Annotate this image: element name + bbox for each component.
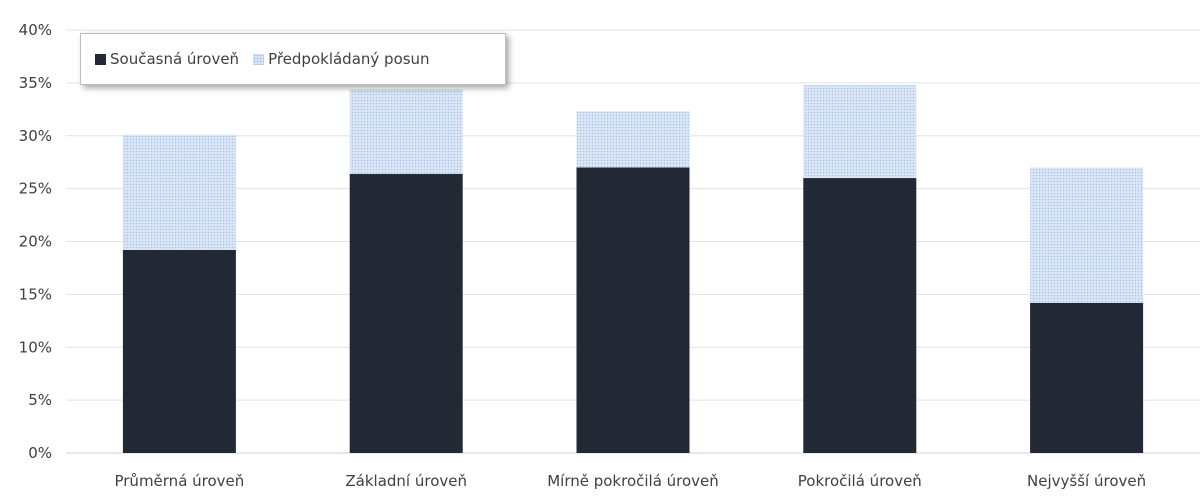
y-tick-label: 30% (19, 127, 52, 145)
y-tick-label: 35% (19, 74, 52, 92)
x-category-label: Průměrná úroveň (114, 472, 244, 490)
y-tick-label: 25% (19, 180, 52, 198)
bar-expected-shift (122, 134, 236, 250)
bar-current-level (1030, 302, 1144, 453)
legend-item-shift: Předpokládaný posun (253, 50, 430, 68)
bar-current-level (576, 167, 690, 453)
y-tick-label: 20% (19, 233, 52, 251)
y-tick-label: 0% (28, 444, 52, 462)
bar-current-level (122, 249, 236, 453)
y-tick-label: 5% (28, 391, 52, 409)
legend-swatch-current (95, 53, 106, 65)
legend-label-current: Současná úroveň (110, 50, 240, 68)
y-tick-label: 40% (19, 21, 52, 39)
bars (122, 84, 1144, 454)
x-category-label: Nejvyšší úroveň (1027, 472, 1146, 490)
legend-item-current: Současná úroveň (95, 50, 239, 68)
bar-expected-shift (576, 111, 690, 168)
x-category-label: Pokročilá úroveň (798, 472, 922, 490)
chart-legend: Současná úroveň Předpokládaný posun (80, 33, 506, 85)
y-axis-ticks: 0% 5% 10% 15% 20% 25% 30% 35% 40% (19, 21, 52, 462)
bar-expected-shift (1030, 167, 1144, 303)
bar-current-level (349, 173, 463, 453)
y-tick-label: 10% (19, 338, 52, 356)
bar-expected-shift (803, 84, 917, 179)
x-axis-labels: Průměrná úroveň Základní úroveň Mírně pokr… (114, 472, 1146, 490)
legend-label-shift: Předpokládaný posun (268, 50, 430, 68)
bar-current-level (803, 178, 917, 454)
x-category-label: Mírně pokročilá úroveň (547, 472, 719, 490)
y-tick-label: 15% (19, 285, 52, 303)
bar-expected-shift (349, 89, 463, 174)
x-category-label: Základní úroveň (345, 472, 467, 490)
legend-swatch-shift (253, 53, 265, 65)
